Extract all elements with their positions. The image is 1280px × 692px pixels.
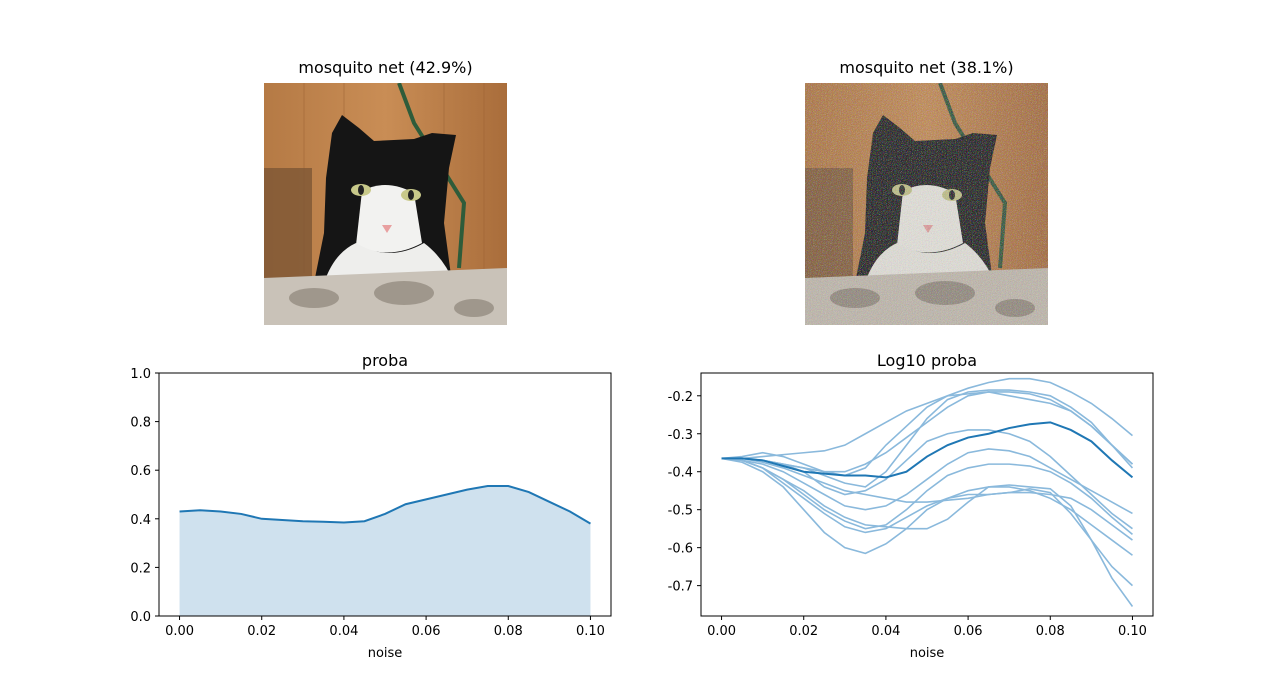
- x-tick-label: 0.02: [247, 624, 276, 639]
- y-tick-label: -0.5: [668, 504, 693, 519]
- x-tick-label: 0.10: [576, 624, 605, 639]
- x-tick-label: 0.00: [707, 624, 736, 639]
- axes-frame: [158, 372, 612, 617]
- area-fill: [179, 485, 591, 616]
- noisy-cat-image: [805, 83, 1048, 325]
- image-title-original: mosquito net (42.9%): [298, 58, 473, 77]
- proba-chart: proba 0.00 0.02 0.04 0.06 0.08 0.10 0.0 0.2 0.4 0.…: [130, 351, 612, 661]
- y-tick-label: 0.6: [130, 464, 151, 479]
- y-tick-label: -0.2: [668, 390, 693, 405]
- cat-image: [264, 83, 507, 325]
- y-tick-label: 0.2: [130, 561, 151, 576]
- series-line-11: [721, 457, 1133, 541]
- chart-title: proba: [362, 351, 408, 370]
- axes-frame: [700, 372, 1154, 617]
- y-tick-label: -0.4: [668, 466, 693, 481]
- x-tick-label: 0.08: [494, 624, 523, 639]
- mean-line: [721, 421, 1134, 479]
- proba-line: [179, 484, 591, 525]
- log10-proba-chart: Log10 proba 0.00 0.02 0.04 0.06 0.08 0.10 -0.2 -…: [668, 351, 1154, 661]
- cat-photo-original: [264, 83, 507, 325]
- series-line-6: [721, 448, 1133, 515]
- x-tick-label: 0.04: [871, 624, 900, 639]
- x-tick-label: 0.10: [1118, 624, 1147, 639]
- series-line-10: [721, 457, 1134, 607]
- y-tick-label: -0.7: [668, 580, 693, 595]
- x-axis-label: noise: [368, 646, 403, 661]
- cat-photo-noisy: [805, 83, 1048, 325]
- x-tick-label: 0.08: [1036, 624, 1065, 639]
- x-tick-label: 0.04: [329, 624, 358, 639]
- x-tick-label: 0.06: [954, 624, 983, 639]
- y-tick-label: 1.0: [130, 367, 151, 382]
- series-line-1: [721, 377, 1133, 477]
- series-line-3: [721, 391, 1134, 469]
- y-tick-label: 0.4: [130, 513, 151, 528]
- x-tick-label: 0.00: [165, 624, 194, 639]
- series-line-7: [721, 457, 1133, 535]
- chart-title: Log10 proba: [877, 351, 977, 370]
- series-line-9: [721, 457, 1133, 587]
- series-line-5: [721, 429, 1133, 530]
- y-tick-label: -0.6: [668, 542, 693, 557]
- y-tick-label: 0.8: [130, 416, 151, 431]
- x-tick-label: 0.02: [789, 624, 818, 639]
- series-line-4: [721, 391, 1133, 473]
- y-tick-label: 0.0: [130, 610, 151, 625]
- x-tick-label: 0.06: [412, 624, 441, 639]
- y-tick-label: -0.3: [668, 428, 693, 443]
- x-axis-label: noise: [910, 646, 945, 661]
- image-title-noisy: mosquito net (38.1%): [839, 58, 1014, 77]
